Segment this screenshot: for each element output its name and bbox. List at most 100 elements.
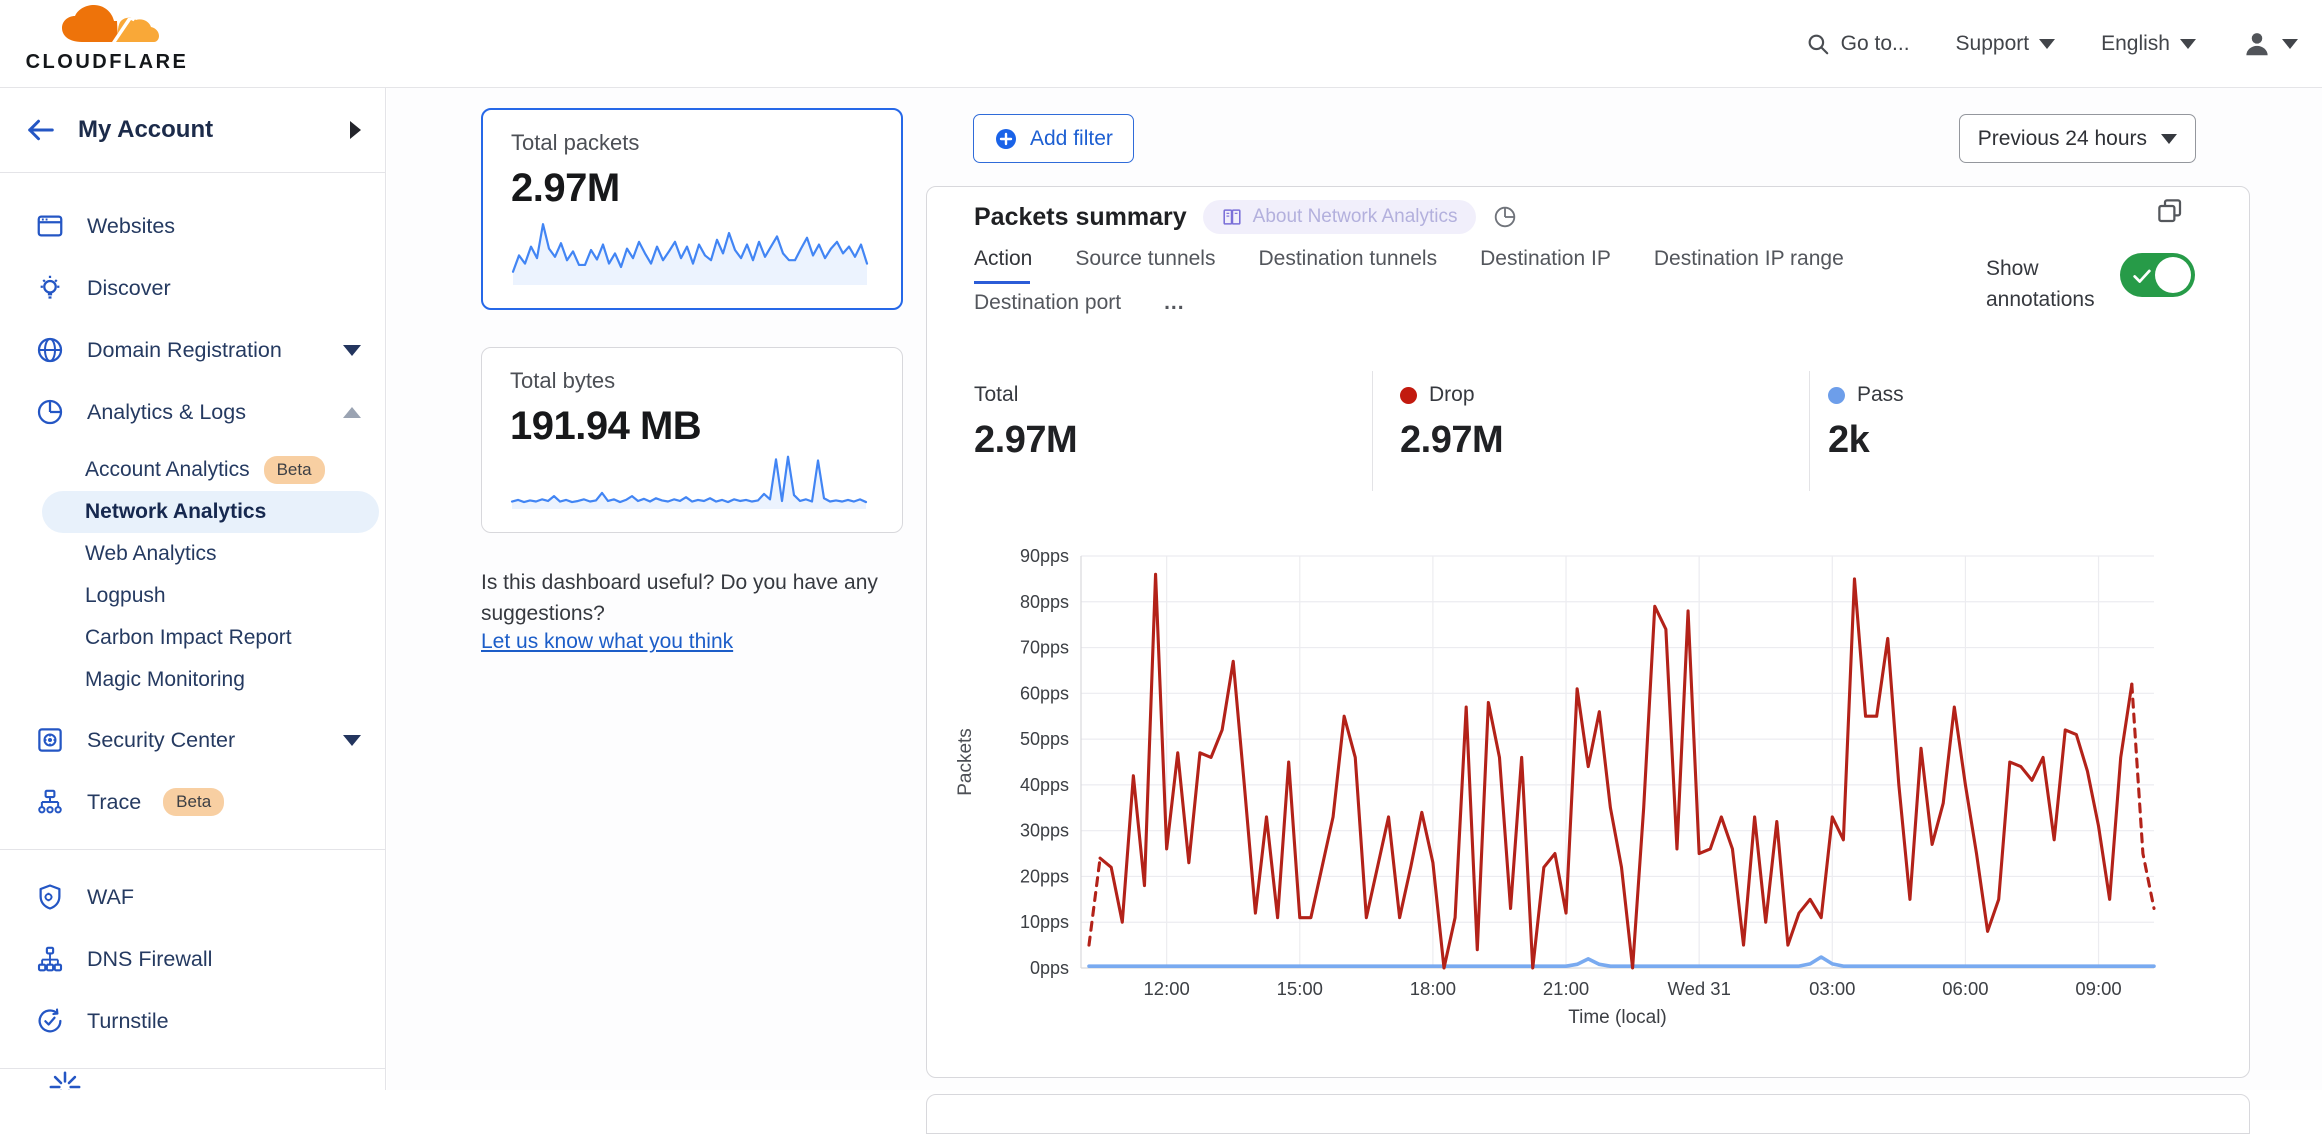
stats-divider [1372, 371, 1373, 491]
total-packets-label: Total packets [511, 130, 640, 155]
total-bytes-sparkline [510, 455, 868, 509]
support-menu[interactable]: Support [1956, 32, 2056, 56]
svg-text:18:00: 18:00 [1410, 978, 1456, 999]
tab-destination-ip[interactable]: Destination IP [1480, 247, 1611, 270]
chevron-down-icon [343, 734, 361, 746]
sidebar-item-logpush[interactable]: Logpush [0, 575, 385, 617]
sidebar-item-label: Websites [87, 213, 176, 238]
feedback-text: Is this dashboard useful? Do you have an… [481, 571, 878, 625]
svg-text:12:00: 12:00 [1144, 978, 1190, 999]
sidebar-item-label: Security Center [87, 727, 236, 752]
shield-gear-icon [39, 884, 61, 910]
total-packets-card[interactable]: Total packets 2.97M [481, 108, 903, 310]
sidebar-item-domain-registration[interactable]: Domain Registration [0, 319, 385, 381]
add-filter-button[interactable]: Add filter [973, 114, 1134, 163]
sidebar-item-label: Magic Monitoring [85, 668, 245, 691]
account-title: My Account [78, 116, 214, 143]
sidebar-item-label: Web Analytics [85, 542, 217, 565]
go-to-label: Go to... [1840, 32, 1910, 55]
annotations-toggle[interactable] [2120, 253, 2195, 297]
sidebar-item-analytics-logs[interactable]: Analytics & Logs [0, 381, 385, 443]
account-header[interactable]: My Account [0, 88, 385, 173]
sidebar-item-carbon-impact-report[interactable]: Carbon Impact Report [0, 617, 385, 659]
cloudflare-logo[interactable]: CLOUDFLARE [22, 4, 192, 74]
language-label: English [2101, 32, 2170, 55]
stat-total: Total 2.97M [974, 383, 1078, 462]
about-network-analytics-badge[interactable]: About Network Analytics [1202, 200, 1476, 234]
pie-chart-icon[interactable] [1492, 204, 1518, 230]
stat-label: Drop [1429, 383, 1475, 406]
show-annotations-control: Show annotations [1986, 253, 2195, 315]
stat-value: 2.97M [1400, 419, 1504, 461]
time-range-label: Previous 24 hours [1977, 126, 2147, 150]
svg-text:40pps: 40pps [1020, 775, 1069, 795]
tab-source-tunnels[interactable]: Source tunnels [1075, 247, 1216, 270]
sidebar-item-trace[interactable]: Trace Beta [0, 771, 385, 833]
starburst-icon[interactable] [48, 1070, 82, 1090]
chevron-up-icon [343, 406, 361, 418]
tab-destination-ip-range[interactable]: Destination IP range [1653, 247, 1844, 270]
book-icon [1223, 209, 1241, 225]
svg-text:70pps: 70pps [1020, 638, 1069, 658]
sidebar-item-magic-monitoring[interactable]: Magic Monitoring [0, 659, 385, 701]
show-annotations-label: Show annotations [1986, 257, 2095, 311]
sidebar-item-discover[interactable]: Discover [0, 257, 385, 319]
sidebar-item-network-analytics[interactable]: Network Analytics [42, 491, 379, 533]
summary-column: Total packets 2.97M Total bytes 191.94 M… [481, 108, 903, 654]
svg-text:0pps: 0pps [1030, 958, 1069, 978]
sidebar-item-label: Network Analytics [85, 500, 267, 523]
sidebar-item-label: DNS Firewall [87, 946, 213, 971]
sidebar-item-waf[interactable]: WAF [0, 866, 385, 928]
sidebar-item-dns-firewall[interactable]: DNS Firewall [0, 928, 385, 990]
sidebar-item-label: WAF [87, 884, 134, 909]
sidebar-item-label: Turnstile [87, 1008, 169, 1033]
total-bytes-card[interactable]: Total bytes 191.94 MB [481, 347, 903, 533]
plus-circle-icon [996, 128, 1016, 149]
svg-text:50pps: 50pps [1020, 729, 1069, 749]
check-icon [2133, 269, 2151, 283]
beta-badge: Beta [163, 788, 225, 816]
svg-text:Wed 31: Wed 31 [1667, 978, 1730, 999]
tab-destination-port[interactable]: Destination port [974, 291, 1122, 314]
sidebar: My Account Websites Disco [0, 88, 386, 1090]
series-stats: Total 2.97M Drop 2.97M Pass [974, 371, 2204, 493]
go-to-search[interactable]: Go to... [1805, 31, 1910, 57]
svg-text:21:00: 21:00 [1543, 978, 1589, 999]
expand-panel-icon[interactable] [2155, 196, 2185, 226]
chevron-right-icon[interactable] [350, 121, 361, 139]
sidebar-item-web-analytics[interactable]: Web Analytics [0, 533, 385, 575]
dimension-tabs: Action Source tunnels Destination tunnel… [974, 247, 1924, 335]
sidebar-item-label: Analytics & Logs [87, 399, 246, 424]
sidebar-item-account-analytics[interactable]: Account Analytics Beta [0, 449, 385, 491]
tab-more-overflow[interactable]: ... [1164, 291, 1185, 314]
svg-text:60pps: 60pps [1020, 683, 1069, 703]
pass-series-dot [1828, 386, 1845, 404]
sidebar-item-security-center[interactable]: Security Center [0, 709, 385, 771]
tab-action[interactable]: Action [974, 247, 1033, 284]
svg-text:80pps: 80pps [1020, 592, 1069, 612]
account-user-menu[interactable] [2242, 29, 2298, 59]
stat-pass: Pass 2k [1828, 383, 1904, 462]
sidebar-item-turnstile[interactable]: Turnstile [0, 990, 385, 1052]
tab-destination-tunnels[interactable]: Destination tunnels [1258, 247, 1438, 270]
svg-text:20pps: 20pps [1020, 866, 1069, 886]
sidebar-item-websites[interactable]: Websites [0, 195, 385, 257]
language-menu[interactable]: English [2101, 32, 2196, 56]
sidebar-divider [0, 1068, 385, 1069]
time-range-dropdown[interactable]: Previous 24 hours [1958, 114, 2196, 163]
packets-summary-panel: Packets summary About Network Analytics [926, 186, 2250, 1078]
svg-text:15:00: 15:00 [1277, 978, 1323, 999]
main-column: Add filter Previous 24 hours Packets sum… [926, 88, 2250, 1134]
svg-text:Time (local): Time (local) [1568, 1007, 1667, 1028]
svg-text:09:00: 09:00 [2075, 978, 2121, 999]
globe-icon [37, 337, 63, 363]
back-arrow-icon[interactable] [26, 117, 56, 143]
packets-time-series-chart: 0pps 10pps 20pps 30pps 40pps 50pps 60pps 70pps 8… [955, 546, 2156, 1028]
feedback-link[interactable]: Let us know what you think [481, 630, 734, 653]
dns-tree-icon [37, 946, 63, 972]
panel-title: Packets summary [974, 202, 1187, 231]
total-packets-sparkline [511, 223, 869, 285]
chevron-down-icon [2039, 39, 2056, 49]
chevron-down-icon [2282, 39, 2298, 49]
stat-label: Pass [1857, 383, 1904, 406]
